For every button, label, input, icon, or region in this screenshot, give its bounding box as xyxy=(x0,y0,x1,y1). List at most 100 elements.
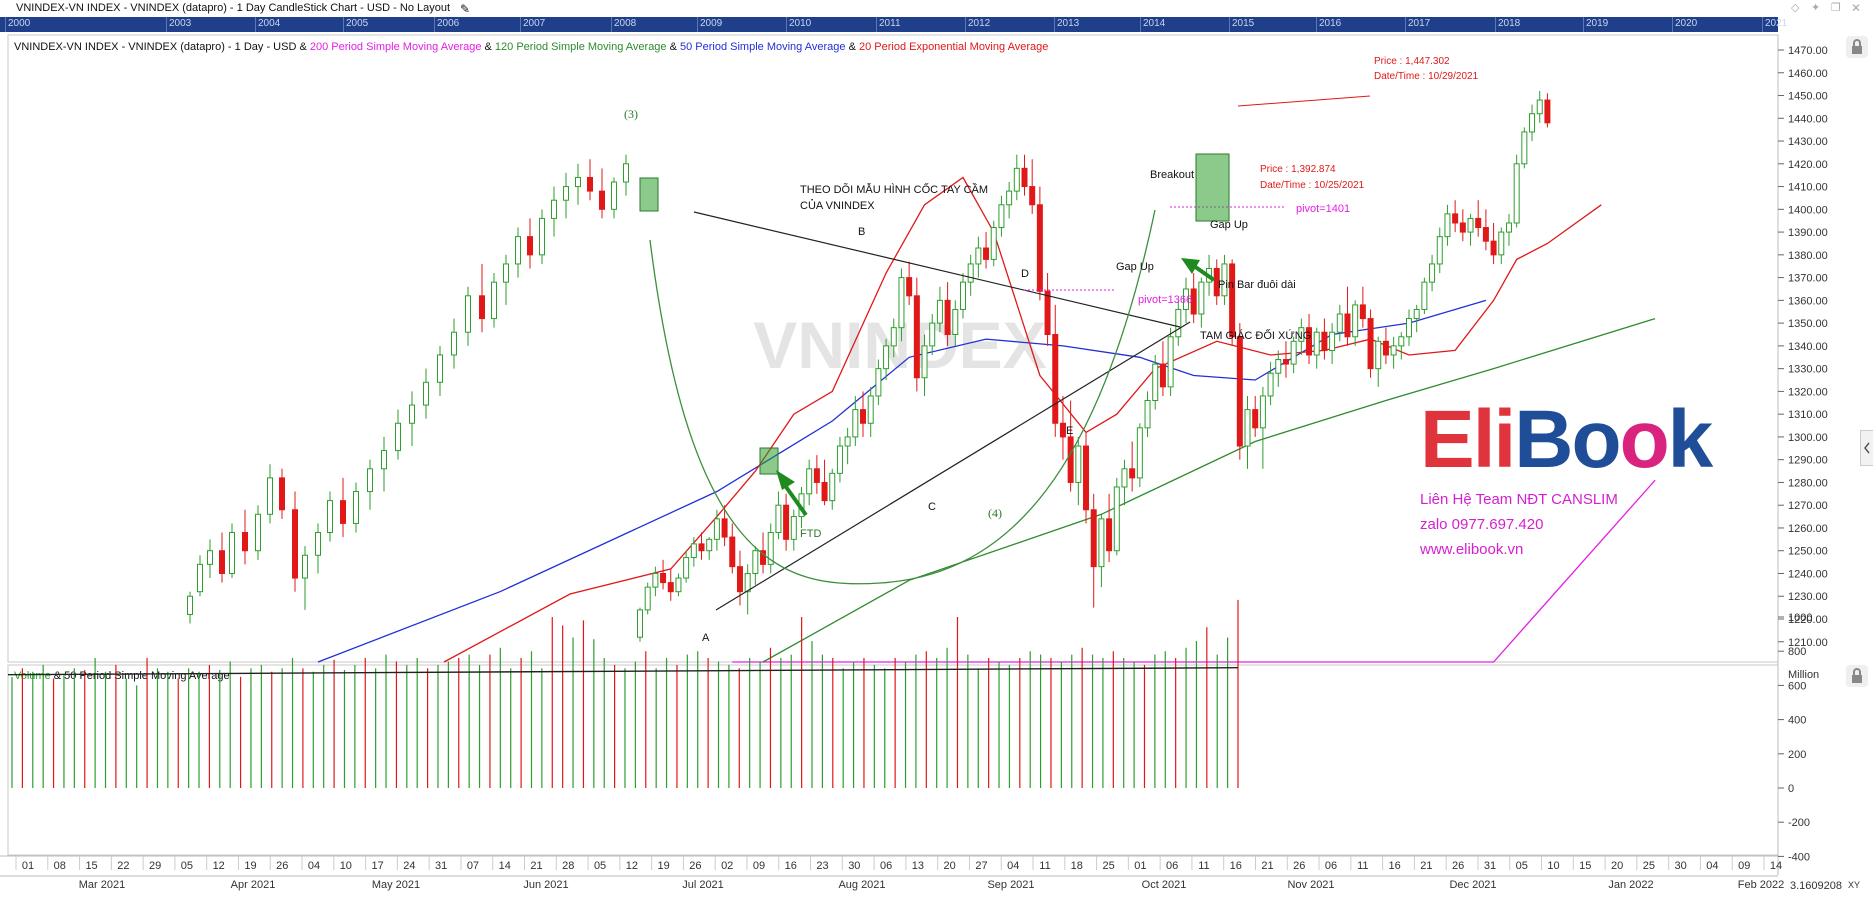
price-axis-lock-icon[interactable] xyxy=(1846,36,1868,58)
candle xyxy=(660,559,667,590)
candle xyxy=(936,286,943,333)
candle xyxy=(1259,386,1266,469)
overview-year-divider xyxy=(876,17,877,32)
candle-body xyxy=(644,586,651,611)
volume-axis-lock-icon[interactable] xyxy=(1846,665,1868,687)
time-tick-label: 16 xyxy=(785,860,797,872)
candle xyxy=(829,468,836,510)
candle-body xyxy=(395,422,401,452)
candle-body xyxy=(721,518,728,538)
ftd-arrow-head xyxy=(776,470,795,490)
time-tick-label: 07 xyxy=(467,860,479,872)
time-month-label: Dec 2021 xyxy=(1449,879,1496,891)
candle xyxy=(242,509,248,565)
time-tick-label: 12 xyxy=(213,860,225,872)
time-tick-label: 11 xyxy=(1198,860,1209,872)
candle xyxy=(813,455,820,494)
overview-year-label: 2004 xyxy=(258,18,281,29)
candle xyxy=(1121,459,1128,506)
candle-body xyxy=(451,331,457,356)
time-tick-label: 29 xyxy=(149,860,161,872)
time-tick-label: 06 xyxy=(880,860,892,872)
candle-body xyxy=(465,295,471,333)
time-tick-label: 04 xyxy=(1007,860,1019,872)
candle-body xyxy=(1167,336,1174,388)
candle xyxy=(906,261,913,305)
overview-year-divider xyxy=(697,17,698,32)
overview-year-divider xyxy=(5,17,6,32)
overview-year-label: 2021 xyxy=(1765,18,1788,29)
time-month-label: Mar 2021 xyxy=(79,879,125,891)
candle xyxy=(1382,327,1389,365)
price-y-tick-label: 1240.00 xyxy=(1788,568,1828,580)
close-icon[interactable]: ✕ xyxy=(1851,1,1862,15)
candle xyxy=(1198,277,1205,328)
candle-body xyxy=(1259,395,1266,429)
price-y-tick-label: 1300.00 xyxy=(1788,432,1828,444)
annotation-label: D xyxy=(1021,268,1029,280)
time-tick-label: 31 xyxy=(435,860,447,872)
candle-body xyxy=(1213,267,1220,297)
candle xyxy=(1529,104,1536,142)
candle xyxy=(967,254,974,296)
time-tick-label: 31 xyxy=(1484,860,1496,872)
volume-y-tick-label: 400 xyxy=(1788,715,1806,727)
collapse-panel-arrow-icon[interactable] xyxy=(1860,430,1873,466)
overview-year-divider xyxy=(1229,17,1230,32)
time-month-label: Nov 2021 xyxy=(1287,879,1334,891)
annotation-label: Date/Time : 10/29/2021 xyxy=(1374,71,1479,82)
overview-year-label: 2015 xyxy=(1232,18,1255,29)
candle-body xyxy=(563,186,569,201)
candle-body xyxy=(1421,281,1428,310)
time-tick-label: 11 xyxy=(1039,860,1050,872)
candle-body xyxy=(767,532,774,565)
candle xyxy=(990,220,997,267)
overview-year-label: 2007 xyxy=(523,18,546,29)
candle-body xyxy=(1052,334,1059,424)
candle-body xyxy=(990,227,997,260)
overview-year-divider xyxy=(434,17,435,32)
candle xyxy=(1313,327,1320,369)
pin-icon[interactable]: ✦ xyxy=(1811,2,1821,14)
candle xyxy=(644,582,651,615)
candle xyxy=(527,218,533,269)
candle xyxy=(1006,182,1013,219)
candle xyxy=(844,427,851,465)
price-y-tick-label: 1290.00 xyxy=(1788,455,1828,467)
restore-icon[interactable]: ❐ xyxy=(1831,2,1841,14)
candle-body xyxy=(1121,468,1128,488)
candle-body xyxy=(423,381,429,406)
candle xyxy=(975,236,982,278)
candle-body xyxy=(1429,263,1436,283)
time-tick-label: 09 xyxy=(1738,860,1750,872)
candle xyxy=(1067,400,1074,492)
candle-body xyxy=(1398,336,1405,347)
candle-body xyxy=(652,572,659,588)
overview-year-divider xyxy=(1762,17,1763,32)
annotation-label: Date/Time : 10/25/2021 xyxy=(1260,180,1365,191)
candle xyxy=(1282,341,1289,378)
overview-year-strip[interactable]: 2000 2003 2004 2005 2006 2007 2008 2009 2010 2011… xyxy=(0,17,1787,32)
candle-body xyxy=(207,550,213,565)
overview-year-label: 2009 xyxy=(700,18,723,29)
candle-body xyxy=(1229,263,1236,338)
corner-value-label: 3.1609208 xyxy=(1790,880,1842,892)
overview-year-divider xyxy=(343,17,344,32)
candle-body xyxy=(936,299,943,324)
candle xyxy=(752,546,759,585)
candle xyxy=(952,300,959,346)
elibook-logo: EliBook xyxy=(1420,394,1713,485)
edit-title-icon[interactable]: ✎ xyxy=(460,2,471,16)
overview-year-divider xyxy=(520,17,521,32)
candle xyxy=(515,227,521,278)
candle-body xyxy=(1175,308,1182,338)
candle-body xyxy=(267,477,273,515)
price-y-tick-label: 1340.00 xyxy=(1788,341,1828,353)
candle-body xyxy=(775,504,782,534)
annotation-label: Breakout xyxy=(1150,169,1194,181)
candle xyxy=(1413,304,1420,333)
candle xyxy=(1044,273,1051,346)
overview-year-divider xyxy=(1405,17,1406,32)
diamond-icon[interactable]: ◇ xyxy=(1791,2,1800,14)
